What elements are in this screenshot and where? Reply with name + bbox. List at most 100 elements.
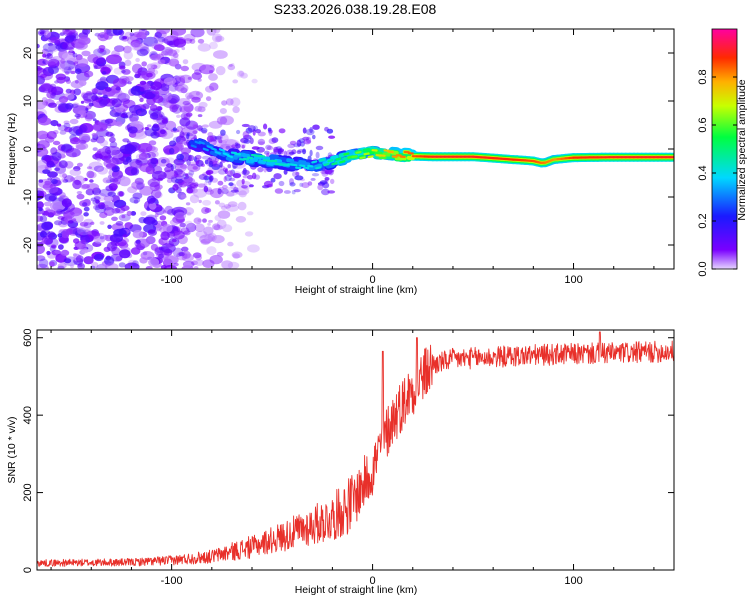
noise-blob xyxy=(82,231,89,236)
noise-blob xyxy=(71,102,80,109)
noise-blob xyxy=(140,239,151,247)
noise-blob xyxy=(92,118,97,122)
noise-blob xyxy=(83,212,89,217)
noise-blob xyxy=(219,115,234,126)
ridge-segment xyxy=(359,156,366,160)
ridge-segment xyxy=(307,164,314,168)
noise-blob xyxy=(172,184,179,191)
noise-blob xyxy=(206,187,213,193)
noise-blob xyxy=(48,102,57,108)
noise-blob xyxy=(91,88,98,95)
noise-blob xyxy=(50,36,61,44)
noise-blob xyxy=(38,258,49,269)
noise-blob xyxy=(201,155,211,160)
noise-blob xyxy=(122,234,128,238)
noise-blob xyxy=(146,195,156,204)
noise-blob xyxy=(130,167,140,176)
noise-blob xyxy=(103,204,109,209)
noise-blob xyxy=(206,135,214,143)
noise-blob xyxy=(80,100,85,104)
noise-blob xyxy=(122,237,130,244)
noise-blob xyxy=(273,146,279,153)
noise-blob xyxy=(76,191,83,195)
noise-blob xyxy=(97,167,109,175)
ridge-segment xyxy=(355,151,362,154)
noise-blob xyxy=(307,181,313,186)
noise-blob xyxy=(37,255,46,262)
noise-blob xyxy=(189,194,200,204)
noise-blob xyxy=(61,232,70,239)
noise-blob xyxy=(197,183,206,188)
noise-blob xyxy=(44,180,51,186)
ridge-segment xyxy=(242,153,250,158)
colorbar-ticks: 0.0 0.2 0.4 0.6 0.8 xyxy=(697,69,737,277)
noise-blob xyxy=(104,86,112,92)
ridge-segment xyxy=(367,155,374,159)
noise-blob xyxy=(65,79,71,84)
noise-blob xyxy=(110,133,115,138)
noise-blob xyxy=(185,173,189,177)
noise-blob xyxy=(92,199,101,206)
noise-blob xyxy=(92,56,106,65)
noise-blob xyxy=(263,123,268,130)
ridge-segment xyxy=(225,156,234,162)
noise-blob xyxy=(57,265,65,269)
noise-blob xyxy=(83,256,94,265)
noise-blob xyxy=(252,172,257,180)
noise-blob xyxy=(274,188,284,194)
noise-blob xyxy=(183,207,195,215)
ridge-segment xyxy=(246,159,254,164)
noise-blob xyxy=(118,191,124,197)
noise-blob xyxy=(277,148,285,153)
noise-blob xyxy=(233,186,239,193)
noise-blob xyxy=(122,36,127,40)
noise-blob xyxy=(270,177,276,183)
noise-blob xyxy=(139,162,153,173)
noise-blob xyxy=(174,178,184,184)
noise-blob xyxy=(207,222,211,226)
noise-blob xyxy=(222,224,233,233)
noise-blob xyxy=(198,64,215,75)
figure-title: S233.2026.038.19.28.E08 xyxy=(274,1,437,17)
noise-blob xyxy=(46,131,57,140)
noise-blob xyxy=(44,209,56,217)
noise-blob xyxy=(58,62,69,72)
noise-blob xyxy=(37,263,49,269)
ridge-segment xyxy=(218,148,225,152)
noise-blob xyxy=(141,152,147,157)
noise-blob xyxy=(59,172,67,178)
y-tick-label: 0 xyxy=(22,567,34,573)
noise-blob xyxy=(206,29,217,36)
noise-blob xyxy=(104,118,113,124)
noise-blob xyxy=(132,230,144,239)
noise-blob xyxy=(157,44,164,52)
noise-blob xyxy=(80,239,87,245)
noise-blob xyxy=(247,125,256,133)
noise-blob xyxy=(52,140,61,146)
noise-blob xyxy=(47,177,53,181)
noise-blob xyxy=(278,128,286,134)
noise-blob xyxy=(218,139,223,144)
noise-blob xyxy=(107,224,112,229)
noise-blob xyxy=(301,182,310,189)
noise-blob xyxy=(63,66,72,74)
noise-blob xyxy=(183,175,193,184)
noise-blob xyxy=(122,138,130,143)
colorbar-gradient xyxy=(711,28,738,270)
ridge-segment xyxy=(362,148,371,153)
noise-blob xyxy=(47,171,58,178)
noise-blob xyxy=(73,88,82,96)
snr-panel: -100 0 100 0 200 400 600 Height of straight li… xyxy=(6,329,675,596)
noise-blob xyxy=(152,95,164,104)
noise-blob xyxy=(176,114,181,119)
noise-blob xyxy=(70,264,74,269)
noise-blob xyxy=(221,100,228,106)
noise-blob xyxy=(157,220,162,224)
noise-blob xyxy=(111,216,118,221)
ridge-segment xyxy=(234,152,242,156)
noise-blob xyxy=(100,64,107,70)
noise-blob xyxy=(154,213,159,218)
noise-blob xyxy=(73,61,79,67)
noise-blob xyxy=(73,41,85,49)
noise-blob xyxy=(139,97,144,103)
